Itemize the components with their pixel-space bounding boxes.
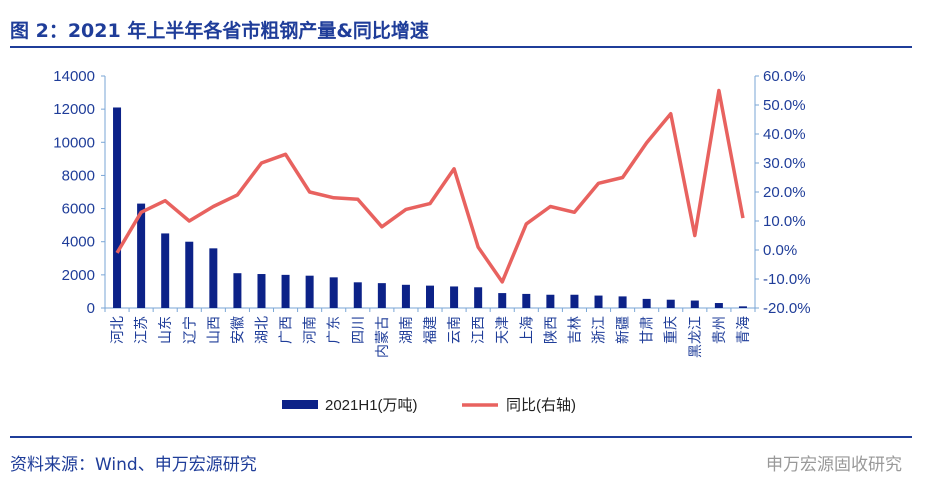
x-tick-label: 天津 (494, 316, 510, 344)
x-tick-label: 江苏 (133, 316, 149, 344)
x-tick-label: 黑龙江 (687, 316, 703, 358)
bar-浙江 (594, 295, 603, 308)
left-tick-label: 2000 (62, 267, 95, 284)
bottom-rule (10, 436, 912, 438)
right-tick-label: 20.0% (763, 184, 806, 201)
bar-广西 (281, 274, 290, 308)
bar-广东 (329, 277, 338, 308)
legend-bar-swatch (282, 400, 318, 409)
x-tick-label: 江西 (470, 316, 486, 344)
left-tick-label: 0 (87, 300, 95, 317)
bar-天津 (498, 293, 507, 308)
x-tick-label: 甘肃 (639, 316, 655, 344)
x-tick-label: 福建 (422, 316, 438, 344)
x-tick-label: 重庆 (663, 316, 679, 344)
x-tick-label: 山西 (205, 316, 221, 344)
bar-辽宁 (185, 241, 194, 308)
bar-山东 (161, 233, 170, 308)
x-tick-label: 吉林 (566, 316, 582, 344)
bar-新疆 (618, 296, 627, 308)
bar-江苏 (137, 203, 146, 308)
x-tick-label: 广东 (326, 316, 342, 344)
bar-甘肃 (642, 298, 651, 308)
figure-title: 图 2：2021 年上半年各省市粗钢产量&同比增速 (10, 20, 429, 42)
bar-湖北 (257, 274, 266, 308)
source-note: 资料来源：Wind、申万宏源研究 (10, 455, 257, 475)
bar-安徽 (233, 273, 242, 308)
left-tick-label: 10000 (53, 134, 95, 151)
x-tick-label: 河南 (302, 316, 318, 344)
left-tick-label: 14000 (53, 68, 95, 85)
x-tick-label: 湖南 (398, 316, 414, 344)
x-tick-label: 内蒙古 (374, 316, 390, 358)
bar-河南 (305, 275, 314, 308)
x-tick-label: 新疆 (615, 316, 631, 344)
right-tick-label: 50.0% (763, 97, 806, 114)
bar-黑龙江 (690, 300, 699, 308)
bar-四川 (353, 282, 362, 308)
right-tick-label: 30.0% (763, 155, 806, 172)
right-tick-label: -10.0% (763, 271, 811, 288)
x-tick-label: 湖北 (253, 316, 269, 344)
x-tick-label: 云南 (446, 316, 462, 344)
top-rule (10, 46, 912, 48)
bar-山西 (209, 248, 218, 308)
bar-云南 (450, 286, 459, 308)
x-tick-label: 广西 (278, 316, 294, 344)
left-tick-label: 4000 (62, 234, 95, 251)
left-tick-label: 8000 (62, 167, 95, 184)
x-tick-label: 陕西 (542, 316, 558, 344)
legend-bar-label: 2021H1(万吨) (325, 397, 418, 414)
bar-河北 (113, 107, 122, 308)
legend-line-label: 同比(右轴) (506, 397, 576, 414)
bar-湖南 (401, 284, 410, 308)
bar-上海 (522, 293, 531, 308)
right-tick-label: 0.0% (763, 242, 797, 259)
chart: 0 2000 4000 6000 8000 10000 12000 14000 -20.0% -1… (53, 68, 811, 414)
right-tick-label: 60.0% (763, 68, 806, 85)
x-tick-label: 山东 (157, 316, 173, 344)
right-tick-label: 10.0% (763, 213, 806, 230)
x-tick-label: 上海 (518, 316, 534, 344)
bar-江西 (474, 287, 483, 308)
bar-陕西 (546, 294, 555, 308)
bar-内蒙古 (377, 283, 386, 308)
bar-吉林 (570, 294, 579, 308)
left-tick-label: 6000 (62, 201, 95, 218)
left-tick-label: 12000 (53, 101, 95, 118)
x-tick-label: 浙江 (591, 316, 607, 344)
bar-贵州 (714, 303, 723, 308)
right-tick-label: 40.0% (763, 126, 806, 143)
watermark: 申万宏源固收研究 (766, 455, 902, 475)
x-tick-label: 贵州 (711, 316, 727, 344)
x-tick-label: 四川 (350, 316, 366, 344)
bar-重庆 (666, 299, 675, 308)
x-tick-label: 河北 (109, 316, 125, 344)
bar-福建 (426, 285, 434, 308)
bar-青海 (738, 306, 747, 308)
right-tick-label: -20.0% (763, 300, 811, 317)
x-tick-label: 辽宁 (181, 316, 197, 344)
x-tick-label: 青海 (735, 316, 751, 344)
x-tick-label: 安徽 (229, 316, 245, 344)
